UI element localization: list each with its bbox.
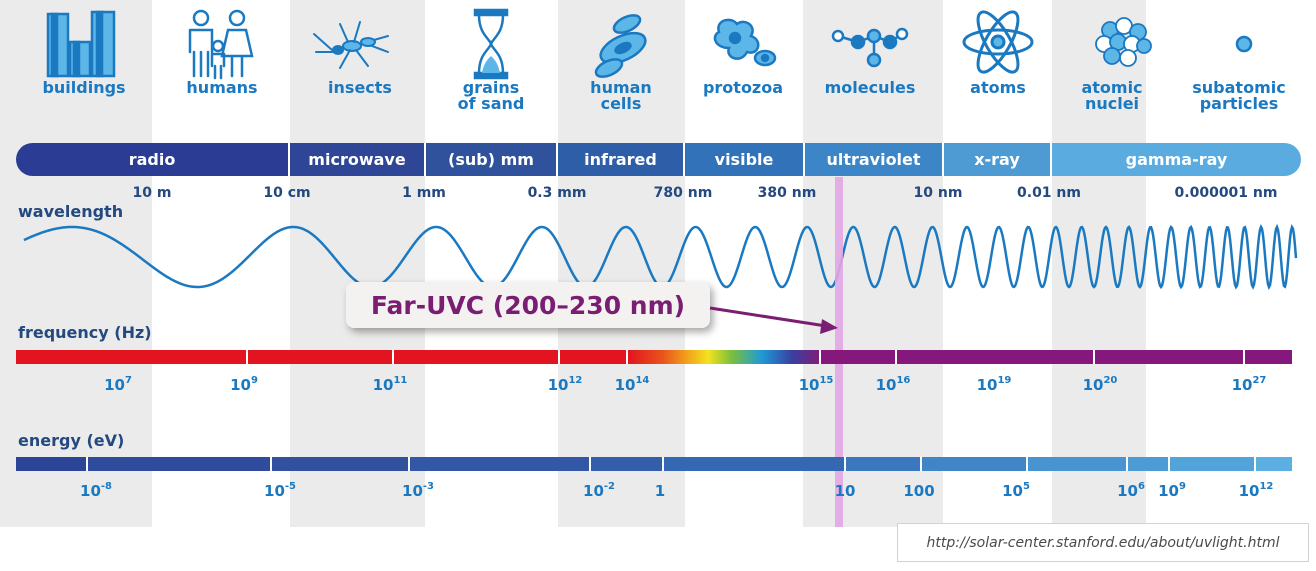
energy-bar-segment (272, 457, 410, 471)
column-stripe (803, 0, 943, 527)
particle-icon (1235, 35, 1253, 53)
wavelength-tick: 780 nm (653, 185, 713, 201)
frequency-tick: 1012 (547, 375, 583, 394)
energy-tick: 10-2 (583, 481, 615, 500)
wavelength-title: wavelength (18, 202, 124, 221)
column-stripe (558, 0, 685, 527)
band-visible: visible (685, 143, 805, 176)
frequency-bar-segment (1245, 350, 1292, 364)
frequency-bar-segment (248, 350, 394, 364)
nucleus-icon (1095, 17, 1152, 67)
energy-tick: 10-3 (402, 481, 434, 500)
wavelength-tick: 380 nm (757, 185, 817, 201)
frequency-tick: 1020 (1082, 375, 1118, 394)
energy-bar-segment (922, 457, 1028, 471)
source-url-link[interactable]: http://solar-center.stanford.edu/about/u… (897, 523, 1309, 562)
wavelength-tick: 0.3 mm (527, 185, 587, 201)
molecule-icon (831, 27, 909, 68)
category-label-molecules: molecules (824, 78, 916, 97)
energy-tick: 106 (1117, 481, 1145, 500)
column-stripe (0, 0, 152, 527)
category-label-humans: humans (186, 78, 258, 97)
frequency-bar-segment (821, 350, 897, 364)
category-label-insects: insects (328, 78, 392, 97)
energy-tick: 109 (1158, 481, 1186, 500)
frequency-tick: 1015 (798, 375, 834, 394)
frequency-bar-segment (16, 350, 248, 364)
energy-bar-segment (664, 457, 846, 471)
wavelength-tick: 1 mm (402, 185, 446, 201)
energy-tick: 10 (834, 482, 856, 500)
frequency-tick: 1027 (1231, 375, 1267, 394)
energy-bar-segment (88, 457, 272, 471)
energy-bar-segment (591, 457, 664, 471)
energy-tick: 100 (903, 482, 935, 500)
energy-bar-segment (1256, 457, 1292, 471)
protozoa-icon (713, 18, 777, 67)
energy-bar-segment (1128, 457, 1170, 471)
category-label-human-cells: human cells (590, 78, 652, 113)
frequency-title: frequency (Hz) (18, 323, 152, 342)
frequency-visible-gradient (628, 350, 821, 364)
category-label-grains-of-sand: grains of sand (457, 78, 525, 113)
wavelength-tick: 10 cm (263, 185, 311, 201)
category-label-atomic-nuclei: atomic nuclei (1081, 78, 1143, 113)
far-uvc-callout: Far-UVC (200–230 nm) (346, 282, 710, 328)
frequency-bar-segment (897, 350, 1095, 364)
energy-bar-segment (410, 457, 591, 471)
energy-bar-segment (1170, 457, 1256, 471)
column-stripe (290, 0, 425, 527)
frequency-tick: 1019 (976, 375, 1012, 394)
frequency-bar-segment (560, 350, 628, 364)
energy-tick: 1012 (1238, 481, 1274, 500)
humans-icon (188, 9, 254, 80)
frequency-tick: 1014 (614, 375, 650, 394)
category-label-atoms: atoms (970, 78, 1026, 97)
category-label-subatomic-particles: subatomic particles (1192, 78, 1286, 113)
wavelength-tick: 10 m (132, 185, 172, 201)
frequency-bar-segment (394, 350, 560, 364)
energy-bar-segment (1028, 457, 1128, 471)
band-radio: radio (16, 143, 290, 176)
category-label-protozoa: protozoa (702, 78, 784, 97)
cells-icon (594, 14, 647, 78)
buildings-icon (46, 10, 116, 78)
energy-bar-segment (16, 457, 88, 471)
band-sub-mm: (sub) mm (426, 143, 558, 176)
insect-icon (313, 21, 389, 69)
atom-icon (962, 10, 1034, 74)
energy-tick: 10-8 (80, 481, 112, 500)
band-x-ray: x-ray (944, 143, 1052, 176)
energy-title: energy (eV) (18, 431, 125, 450)
wavelength-tick: 10 nm (913, 185, 963, 201)
frequency-tick: 107 (104, 375, 132, 394)
frequency-bar-segment (1095, 350, 1245, 364)
energy-tick: 10-5 (264, 481, 296, 500)
energy-bar-segment (846, 457, 922, 471)
band-microwave: microwave (290, 143, 426, 176)
band-ultraviolet: ultraviolet (805, 143, 944, 176)
energy-tick: 105 (1002, 481, 1030, 500)
band-gamma-ray: gamma-ray (1052, 143, 1301, 176)
frequency-tick: 1011 (372, 375, 408, 394)
category-label-buildings: buildings (42, 78, 126, 97)
frequency-tick: 1016 (875, 375, 911, 394)
band-infrared: infrared (558, 143, 685, 176)
frequency-tick: 109 (230, 375, 258, 394)
hourglass-icon (473, 8, 509, 80)
wavelength-tick: 0.000001 nm (1174, 185, 1278, 201)
wavelength-tick: 0.01 nm (1017, 185, 1081, 201)
energy-tick: 1 (654, 482, 666, 500)
